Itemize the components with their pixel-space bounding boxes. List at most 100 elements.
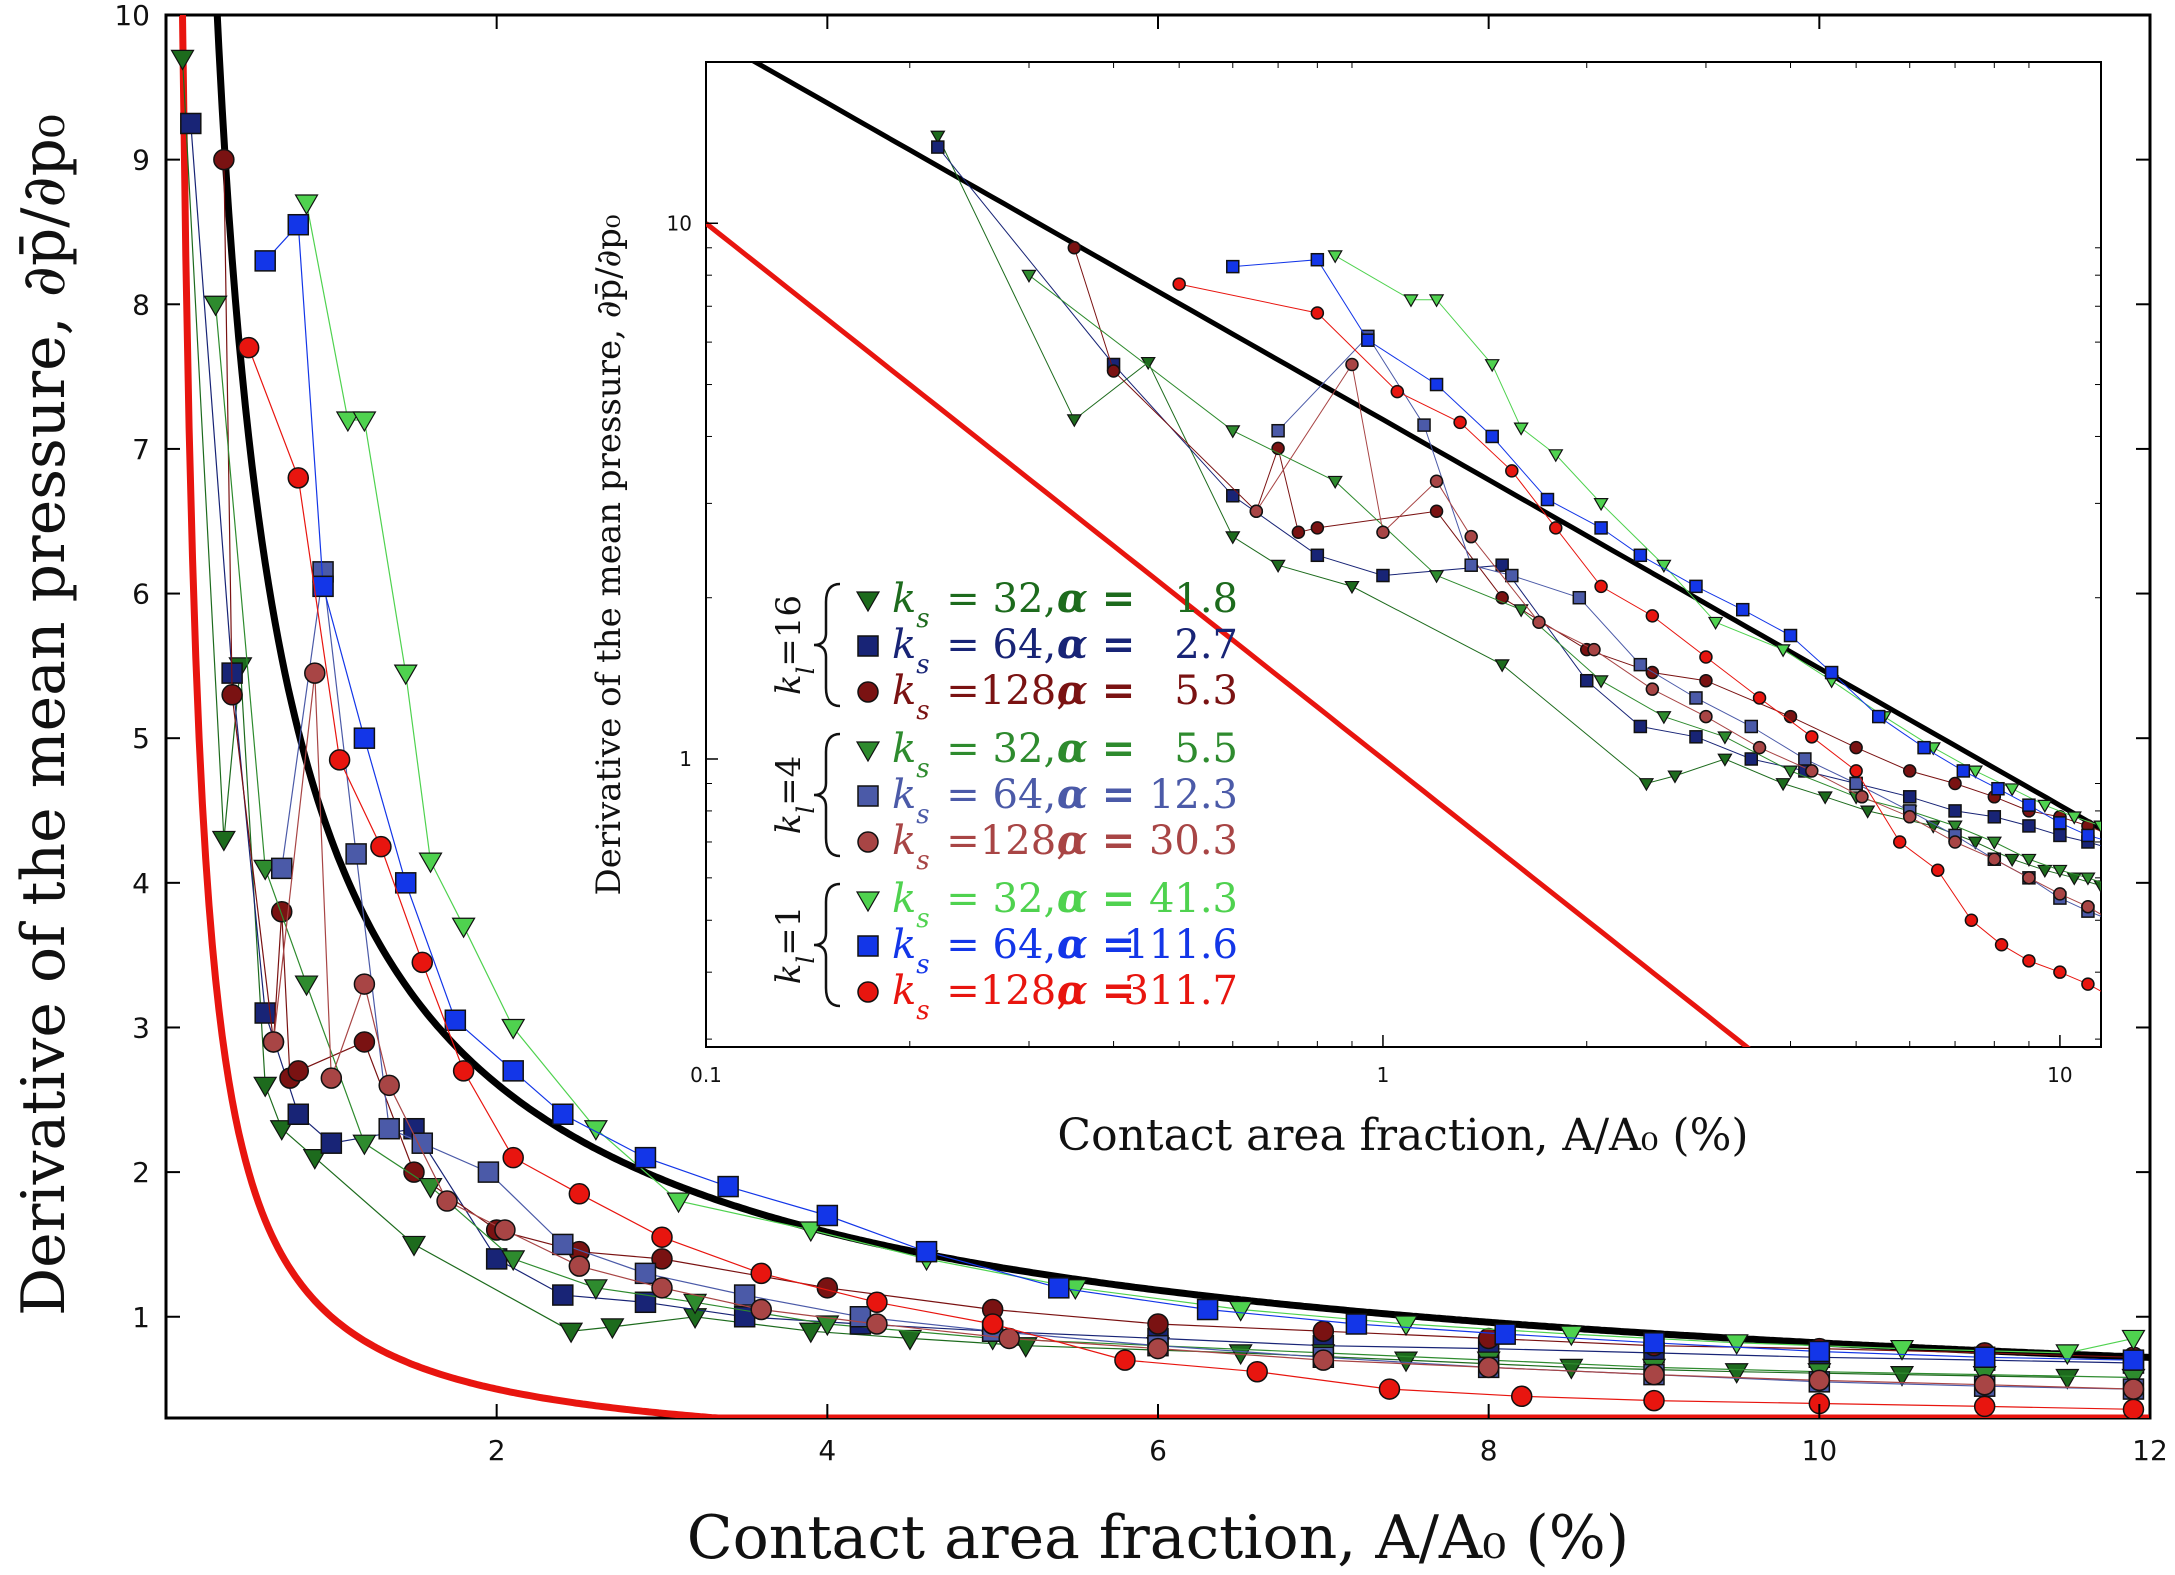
main-data-point — [352, 411, 377, 433]
inset-data-point — [2053, 965, 2067, 979]
main-data-point — [312, 575, 334, 598]
inset-data-point — [1429, 377, 1444, 392]
main-x-tick-label: 6 — [1149, 1434, 1167, 1467]
main-data-point — [477, 1161, 500, 1183]
inset-curve-1 — [706, 221, 1751, 1047]
inset-data-point — [1902, 764, 1917, 778]
main-data-point — [287, 213, 310, 236]
inset-data-point — [2104, 881, 2117, 892]
inset-y-axis-label: Derivative of the mean pressure, ∂p̄/∂p₀ — [589, 214, 629, 895]
inset-data-point — [1505, 464, 1519, 478]
inset-data-point — [1225, 531, 1241, 545]
legend-entry-alpha-value: 30.3 — [1149, 818, 1238, 864]
main-x-axis-label: Contact area fraction, A/A₀ (%) — [687, 1503, 1629, 1573]
legend-entry-alpha-value: 2.7 — [1174, 622, 1238, 668]
legend-entry-ks: ks = 64, — [892, 922, 1056, 980]
main-data-point — [269, 1120, 294, 1141]
main-y-tick-label: 10 — [114, 0, 150, 32]
legend-group-label: kl=4 — [769, 756, 820, 834]
inset-data-point — [2004, 783, 2020, 797]
main-data-point — [634, 1291, 657, 1314]
inset-data-point — [2104, 792, 2117, 803]
inset-data-point — [1824, 665, 1839, 680]
inset-data-point — [1327, 475, 1343, 490]
inset-data-point — [1656, 711, 1672, 725]
main-data-point — [444, 1009, 467, 1031]
main-data-point — [221, 684, 243, 706]
inset-data-point — [2105, 836, 2117, 848]
main-data-point — [1378, 1378, 1401, 1400]
inset-data-point — [2105, 829, 2117, 841]
legend-entry-alpha-symbol: α = — [1057, 921, 1135, 968]
legend-group-label-k: k — [769, 964, 809, 985]
main-data-point — [320, 1132, 343, 1154]
main-data-point — [2122, 1398, 2145, 1418]
inset-series-5 — [1249, 357, 2117, 926]
legend-marker — [857, 681, 879, 703]
legend-entry-alpha-value: 111.6 — [1123, 922, 1238, 968]
main-data-point — [1889, 1339, 1915, 1361]
main-data-point — [370, 835, 392, 858]
inset-data-point — [1021, 269, 1037, 283]
inset-data-point — [2066, 811, 2082, 825]
main-data-point — [353, 973, 376, 995]
inset-data-point — [1464, 558, 1478, 572]
legend-entry-alpha-symbol: α = — [1057, 621, 1135, 668]
inset-data-point — [1667, 770, 1683, 784]
main-y-tick-label: 6 — [132, 578, 150, 611]
main-data-point — [2122, 1378, 2145, 1400]
main-y-tick-label: 9 — [132, 144, 150, 177]
inset-data-point — [1453, 415, 1467, 430]
legend-entry-ks: ks =128, — [892, 968, 1069, 1026]
inset-data-point — [1645, 682, 1660, 696]
inset-data-point — [1633, 548, 1648, 563]
legend-entry-alpha-value: 41.3 — [1149, 876, 1238, 922]
inset-data-point — [2022, 954, 2036, 968]
main-data-point — [335, 411, 360, 433]
main-data-point — [2055, 1368, 2080, 1390]
main-series-line — [248, 347, 2134, 1410]
main-data-point — [411, 1132, 434, 1154]
main-x-tick-label: 8 — [1480, 1434, 1498, 1467]
main-data-point — [345, 843, 367, 865]
legend-entry-alpha-symbol: α = — [1057, 875, 1135, 922]
main-x-tick-label: 12 — [2132, 1434, 2168, 1467]
inset-data-point — [1805, 764, 1819, 778]
main-data-point — [170, 49, 195, 71]
inset-data-point — [1947, 820, 1963, 834]
main-x-tick-label: 2 — [488, 1434, 506, 1467]
main-data-point — [568, 1183, 591, 1205]
inset-data-point — [1548, 449, 1564, 463]
inset-data-point — [1849, 776, 1863, 791]
main-data-point — [418, 1177, 443, 1199]
main-data-point — [798, 1322, 823, 1344]
inset-data-point — [1066, 414, 1082, 428]
inset-data-point — [2080, 872, 2096, 886]
inset-data-point — [1638, 778, 1655, 792]
main-data-point — [1643, 1389, 1665, 1412]
inset-data-point — [1633, 719, 1648, 734]
inset-y-tick-label: 1 — [679, 747, 692, 771]
main-data-point — [304, 662, 326, 684]
main-data-point — [501, 1018, 526, 1040]
main-data-point — [403, 1161, 425, 1183]
main-data-point — [1345, 1313, 1368, 1335]
main-data-point — [418, 852, 443, 874]
inset-x-tick-label: 0.1 — [690, 1063, 722, 1087]
inset-data-point — [2022, 798, 2036, 812]
main-data-point — [1559, 1325, 1584, 1347]
main-y-tick-label: 1 — [132, 1301, 150, 1334]
inset-data-point — [1782, 765, 1799, 779]
legend-marker — [857, 935, 879, 957]
inset-data-point — [1902, 790, 1917, 804]
inset-data-point — [1645, 665, 1660, 680]
legend-entry-ks: ks = 32, — [892, 576, 1056, 634]
inset-data-point — [1310, 306, 1325, 320]
legend-group-label: kl=1 — [769, 906, 820, 984]
inset-data-point — [2105, 914, 2117, 926]
inset-data-point — [1689, 579, 1703, 594]
main-series-7 — [254, 213, 2145, 1371]
legend-entry-alpha-symbol: α = — [1057, 667, 1135, 714]
